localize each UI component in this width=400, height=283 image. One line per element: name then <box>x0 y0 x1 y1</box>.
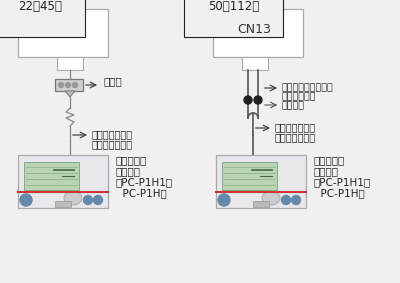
Text: PC-P1H）: PC-P1H） <box>116 188 167 198</box>
Circle shape <box>20 194 32 206</box>
Text: （PC-P1H1、: （PC-P1H1、 <box>116 177 173 187</box>
Circle shape <box>84 196 92 205</box>
Bar <box>253 201 269 207</box>
Bar <box>242 57 268 70</box>
Circle shape <box>66 83 70 87</box>
Text: （現地準備品）: （現地準備品） <box>92 139 133 149</box>
Text: リモコンコード: リモコンコード <box>275 122 316 132</box>
Text: （現地準備品）: （現地準備品） <box>275 132 316 142</box>
Text: PC-P1H）: PC-P1H） <box>314 188 365 198</box>
Circle shape <box>244 96 252 104</box>
Text: 端子台: 端子台 <box>103 76 122 86</box>
Bar <box>216 155 306 208</box>
Text: リモコン: リモコン <box>314 166 339 176</box>
Text: （PC-P1H1、: （PC-P1H1、 <box>314 177 371 187</box>
Bar <box>18 9 108 57</box>
Text: コネクタ付きコード: コネクタ付きコード <box>282 83 334 92</box>
Circle shape <box>254 96 262 104</box>
Text: アメニティ: アメニティ <box>116 155 147 165</box>
Polygon shape <box>65 91 75 97</box>
Bar <box>24 162 79 190</box>
Bar <box>222 162 277 190</box>
Circle shape <box>282 196 290 205</box>
Circle shape <box>94 196 102 205</box>
Ellipse shape <box>262 191 280 205</box>
Circle shape <box>292 196 300 205</box>
Text: アメニティ: アメニティ <box>314 155 345 165</box>
Text: 圧着接続: 圧着接続 <box>282 101 305 110</box>
Bar <box>213 9 303 57</box>
Bar <box>57 57 83 70</box>
Bar <box>18 155 108 208</box>
Circle shape <box>72 83 78 87</box>
Circle shape <box>218 194 230 206</box>
Bar <box>55 79 83 91</box>
Text: （製品付属）: （製品付属） <box>282 92 316 101</box>
Text: 22～45型: 22～45型 <box>18 0 62 13</box>
Bar <box>55 201 71 207</box>
Text: CN13: CN13 <box>237 23 271 36</box>
Circle shape <box>58 83 64 87</box>
Text: リモコンコード: リモコンコード <box>92 129 133 139</box>
Text: リモコン: リモコン <box>116 166 141 176</box>
Ellipse shape <box>64 191 82 205</box>
Text: 50～112型: 50～112型 <box>208 0 259 13</box>
